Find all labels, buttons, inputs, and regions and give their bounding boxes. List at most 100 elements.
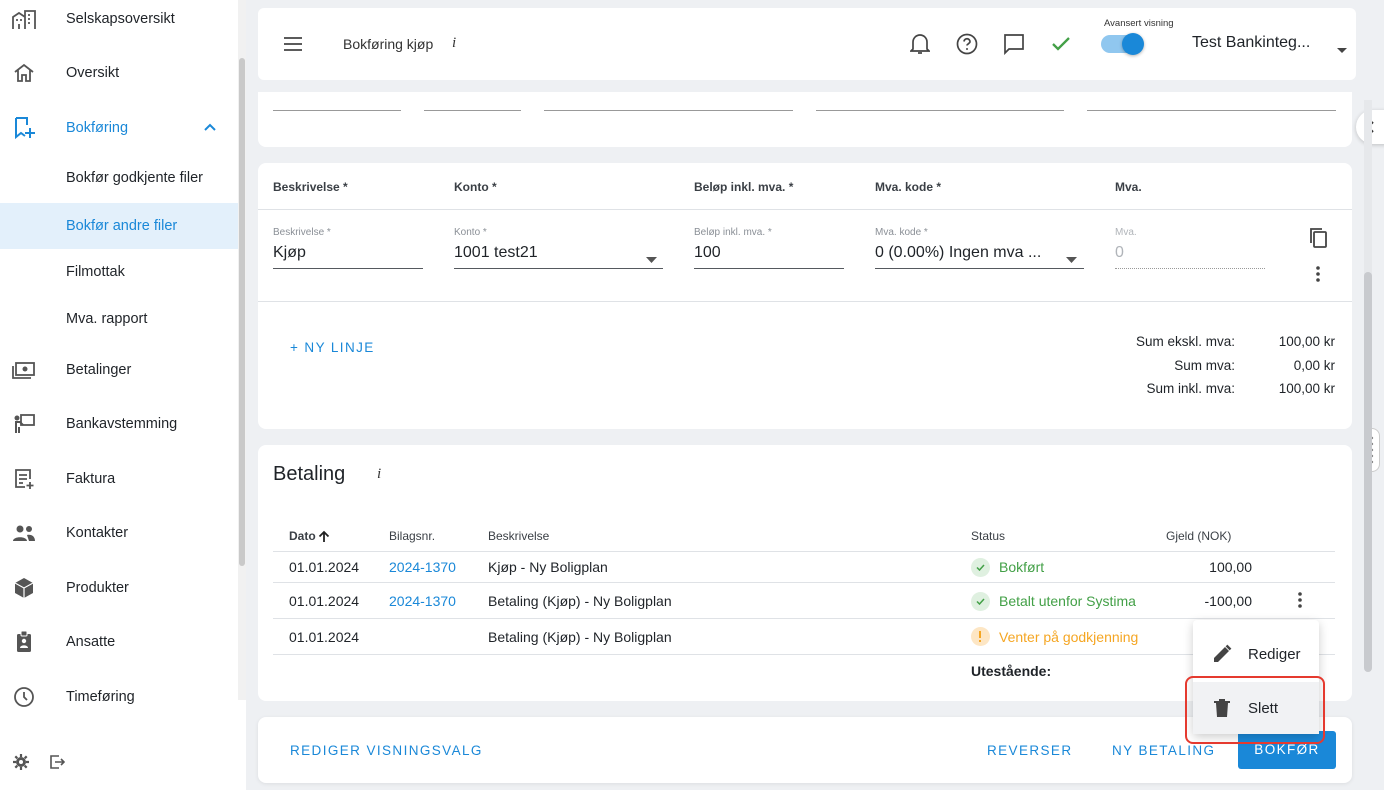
sidebar-item-label: Bankavstemming (66, 416, 178, 432)
sidebar-item-produkter[interactable]: Produkter (0, 565, 238, 611)
chevron-down-icon[interactable] (646, 250, 657, 268)
row-bilag-link[interactable]: 2024-1370 (389, 593, 456, 609)
help-icon[interactable] (956, 33, 978, 60)
advanced-view-label: Avansert visning (1104, 18, 1174, 29)
sidebar-item-bokfor-godkjente-filer[interactable]: Bokfør godkjente filer (0, 155, 238, 201)
sidebar-item-filmottak[interactable]: Filmottak (0, 249, 238, 295)
payment-title: Betaling (273, 463, 346, 485)
sidebar-item-label: Selskapsoversikt (66, 11, 175, 27)
info-icon[interactable]: i (377, 466, 382, 482)
info-icon[interactable]: i (452, 35, 457, 51)
sidebar-footer (0, 745, 238, 781)
sidebar-item-label: Produkter (66, 580, 129, 596)
payment-card (258, 445, 1352, 701)
chevron-down-icon[interactable] (1066, 250, 1077, 268)
sidebar-item-label: Timeføring (66, 689, 135, 705)
menu-item-label: Rediger (1248, 645, 1301, 663)
hamburger-menu-icon[interactable] (284, 37, 302, 56)
menu-item-label: Slett (1248, 699, 1279, 717)
people-icon (12, 521, 36, 545)
edit-view-options-button[interactable]: REDIGER VISNINGSVALG (290, 743, 483, 758)
sum-ex-vat-label: Sum ekskl. mva: (1135, 334, 1235, 349)
sidebar-item-label: Bokføring (66, 120, 129, 136)
sidebar-item-label: Oversikt (66, 65, 120, 81)
clock-icon (12, 685, 36, 709)
column-header-dato[interactable]: Dato (289, 529, 316, 543)
invoice-icon (12, 467, 36, 491)
sidebar-item-faktura[interactable]: Faktura (0, 456, 238, 502)
more-vert-icon[interactable] (1315, 265, 1321, 288)
belop-label: Beløp inkl. mva. * (694, 227, 772, 238)
new-payment-button[interactable]: NY BETALING (1112, 743, 1216, 758)
menu-item-delete[interactable]: Slett (1193, 682, 1319, 734)
logout-icon[interactable] (49, 754, 66, 775)
sidebar-item-label: Bokfør godkjente filer (66, 170, 204, 186)
sidebar: Selskapsoversikt Oversikt Bokføring Bokf… (0, 0, 246, 790)
status-badge: Venter på godkjenning (999, 629, 1139, 645)
money-icon (12, 358, 36, 382)
trash-icon (1211, 697, 1233, 719)
row-beskrivelse: Kjøp - Ny Boligplan (488, 559, 608, 575)
sidebar-item-timeforing[interactable]: Timeføring (0, 674, 238, 720)
advanced-view-toggle[interactable] (1101, 33, 1144, 55)
row-dato: 01.01.2024 (289, 593, 360, 609)
mva-label: Mva. (1115, 227, 1137, 238)
sidebar-item-label: Mva. rapport (66, 311, 148, 327)
column-header-beskrivelse[interactable]: Beskrivelse (488, 529, 550, 543)
add-line-button[interactable]: + NY LINJE (290, 340, 375, 355)
sidebar-item-mva-rapport[interactable]: Mva. rapport (0, 296, 238, 342)
beskrivelse-input[interactable]: Kjøp (273, 244, 306, 261)
sidebar-item-kontakter[interactable]: Kontakter (0, 510, 238, 556)
company-selector[interactable]: Test Bankinteg... (1192, 34, 1311, 51)
konto-select[interactable]: 1001 test21 (454, 244, 538, 261)
menu-item-edit[interactable]: Rediger (1193, 628, 1319, 680)
check-icon[interactable] (1051, 36, 1071, 57)
sidebar-item-label: Betalinger (66, 362, 132, 378)
chat-icon[interactable] (1003, 33, 1025, 60)
check-circle-icon (971, 558, 990, 577)
sidebar-item-label: Kontakter (66, 525, 129, 541)
sidebar-item-ansatte[interactable]: Ansatte (0, 619, 238, 665)
top-bar: Bokføring kjøp i Avansert visning Test B… (258, 8, 1356, 80)
sidebar-item-label: Bokfør andre filer (66, 218, 178, 234)
highlight-box (1185, 676, 1325, 744)
sidebar-item-betalinger[interactable]: Betalinger (0, 347, 238, 393)
reverse-button[interactable]: REVERSER (987, 743, 1073, 758)
belop-input[interactable]: 100 (694, 244, 721, 261)
gear-icon[interactable] (13, 754, 29, 775)
column-header-gjeld[interactable]: Gjeld (NOK) (1166, 529, 1232, 543)
mva-kode-select[interactable]: 0 (0.00%) Ingen mva ... (875, 244, 1042, 261)
box-icon (12, 576, 36, 600)
sidebar-item-selskapsoversikt[interactable]: Selskapsoversikt (0, 0, 238, 42)
row-gjeld: 100,00 (1209, 559, 1252, 575)
outstanding-label: Utestående: (971, 663, 1052, 679)
post-button[interactable]: BOKFØR (1238, 731, 1336, 769)
bell-icon[interactable] (908, 33, 932, 60)
warning-circle-icon (971, 627, 990, 646)
mva-input: 0 (1115, 244, 1124, 261)
sidebar-scrollbar[interactable] (239, 58, 245, 566)
row-beskrivelse: Betaling (Kjøp) - Ny Boligplan (488, 629, 672, 645)
column-header-mva-kode: Mva. kode * (875, 180, 942, 194)
copy-icon[interactable] (1308, 227, 1328, 254)
sidebar-item-bankavstemming[interactable]: Bankavstemming (0, 401, 238, 447)
more-vert-icon[interactable] (1297, 591, 1303, 614)
column-header-status[interactable]: Status (971, 529, 1006, 543)
column-header-mva: Mva. (1115, 180, 1142, 194)
lines-card: Beskrivelse * Konto * Beløp inkl. mva. *… (258, 163, 1352, 429)
row-bilag-link[interactable]: 2024-1370 (389, 559, 456, 575)
sidebar-item-bokforing[interactable]: Bokføring (0, 105, 238, 151)
column-header-bilagsnr[interactable]: Bilagsnr. (389, 529, 436, 543)
chevron-down-icon[interactable] (1336, 41, 1348, 59)
row-gjeld: -100,00 (1204, 593, 1252, 609)
arrow-up-icon[interactable] (318, 530, 330, 548)
main-scrollbar[interactable] (1364, 272, 1372, 672)
column-header-konto: Konto * (454, 180, 497, 194)
presentation-icon (12, 412, 36, 436)
sum-incl-vat-value: 100,00 kr (1278, 381, 1335, 396)
sidebar-item-oversikt[interactable]: Oversikt (0, 50, 238, 96)
sidebar-item-bokfor-andre-filer[interactable]: Bokfør andre filer (0, 203, 238, 249)
status-badge: Betalt utenfor Systima (999, 593, 1136, 609)
badge-icon (12, 630, 36, 654)
toggle-knob (1122, 33, 1144, 55)
